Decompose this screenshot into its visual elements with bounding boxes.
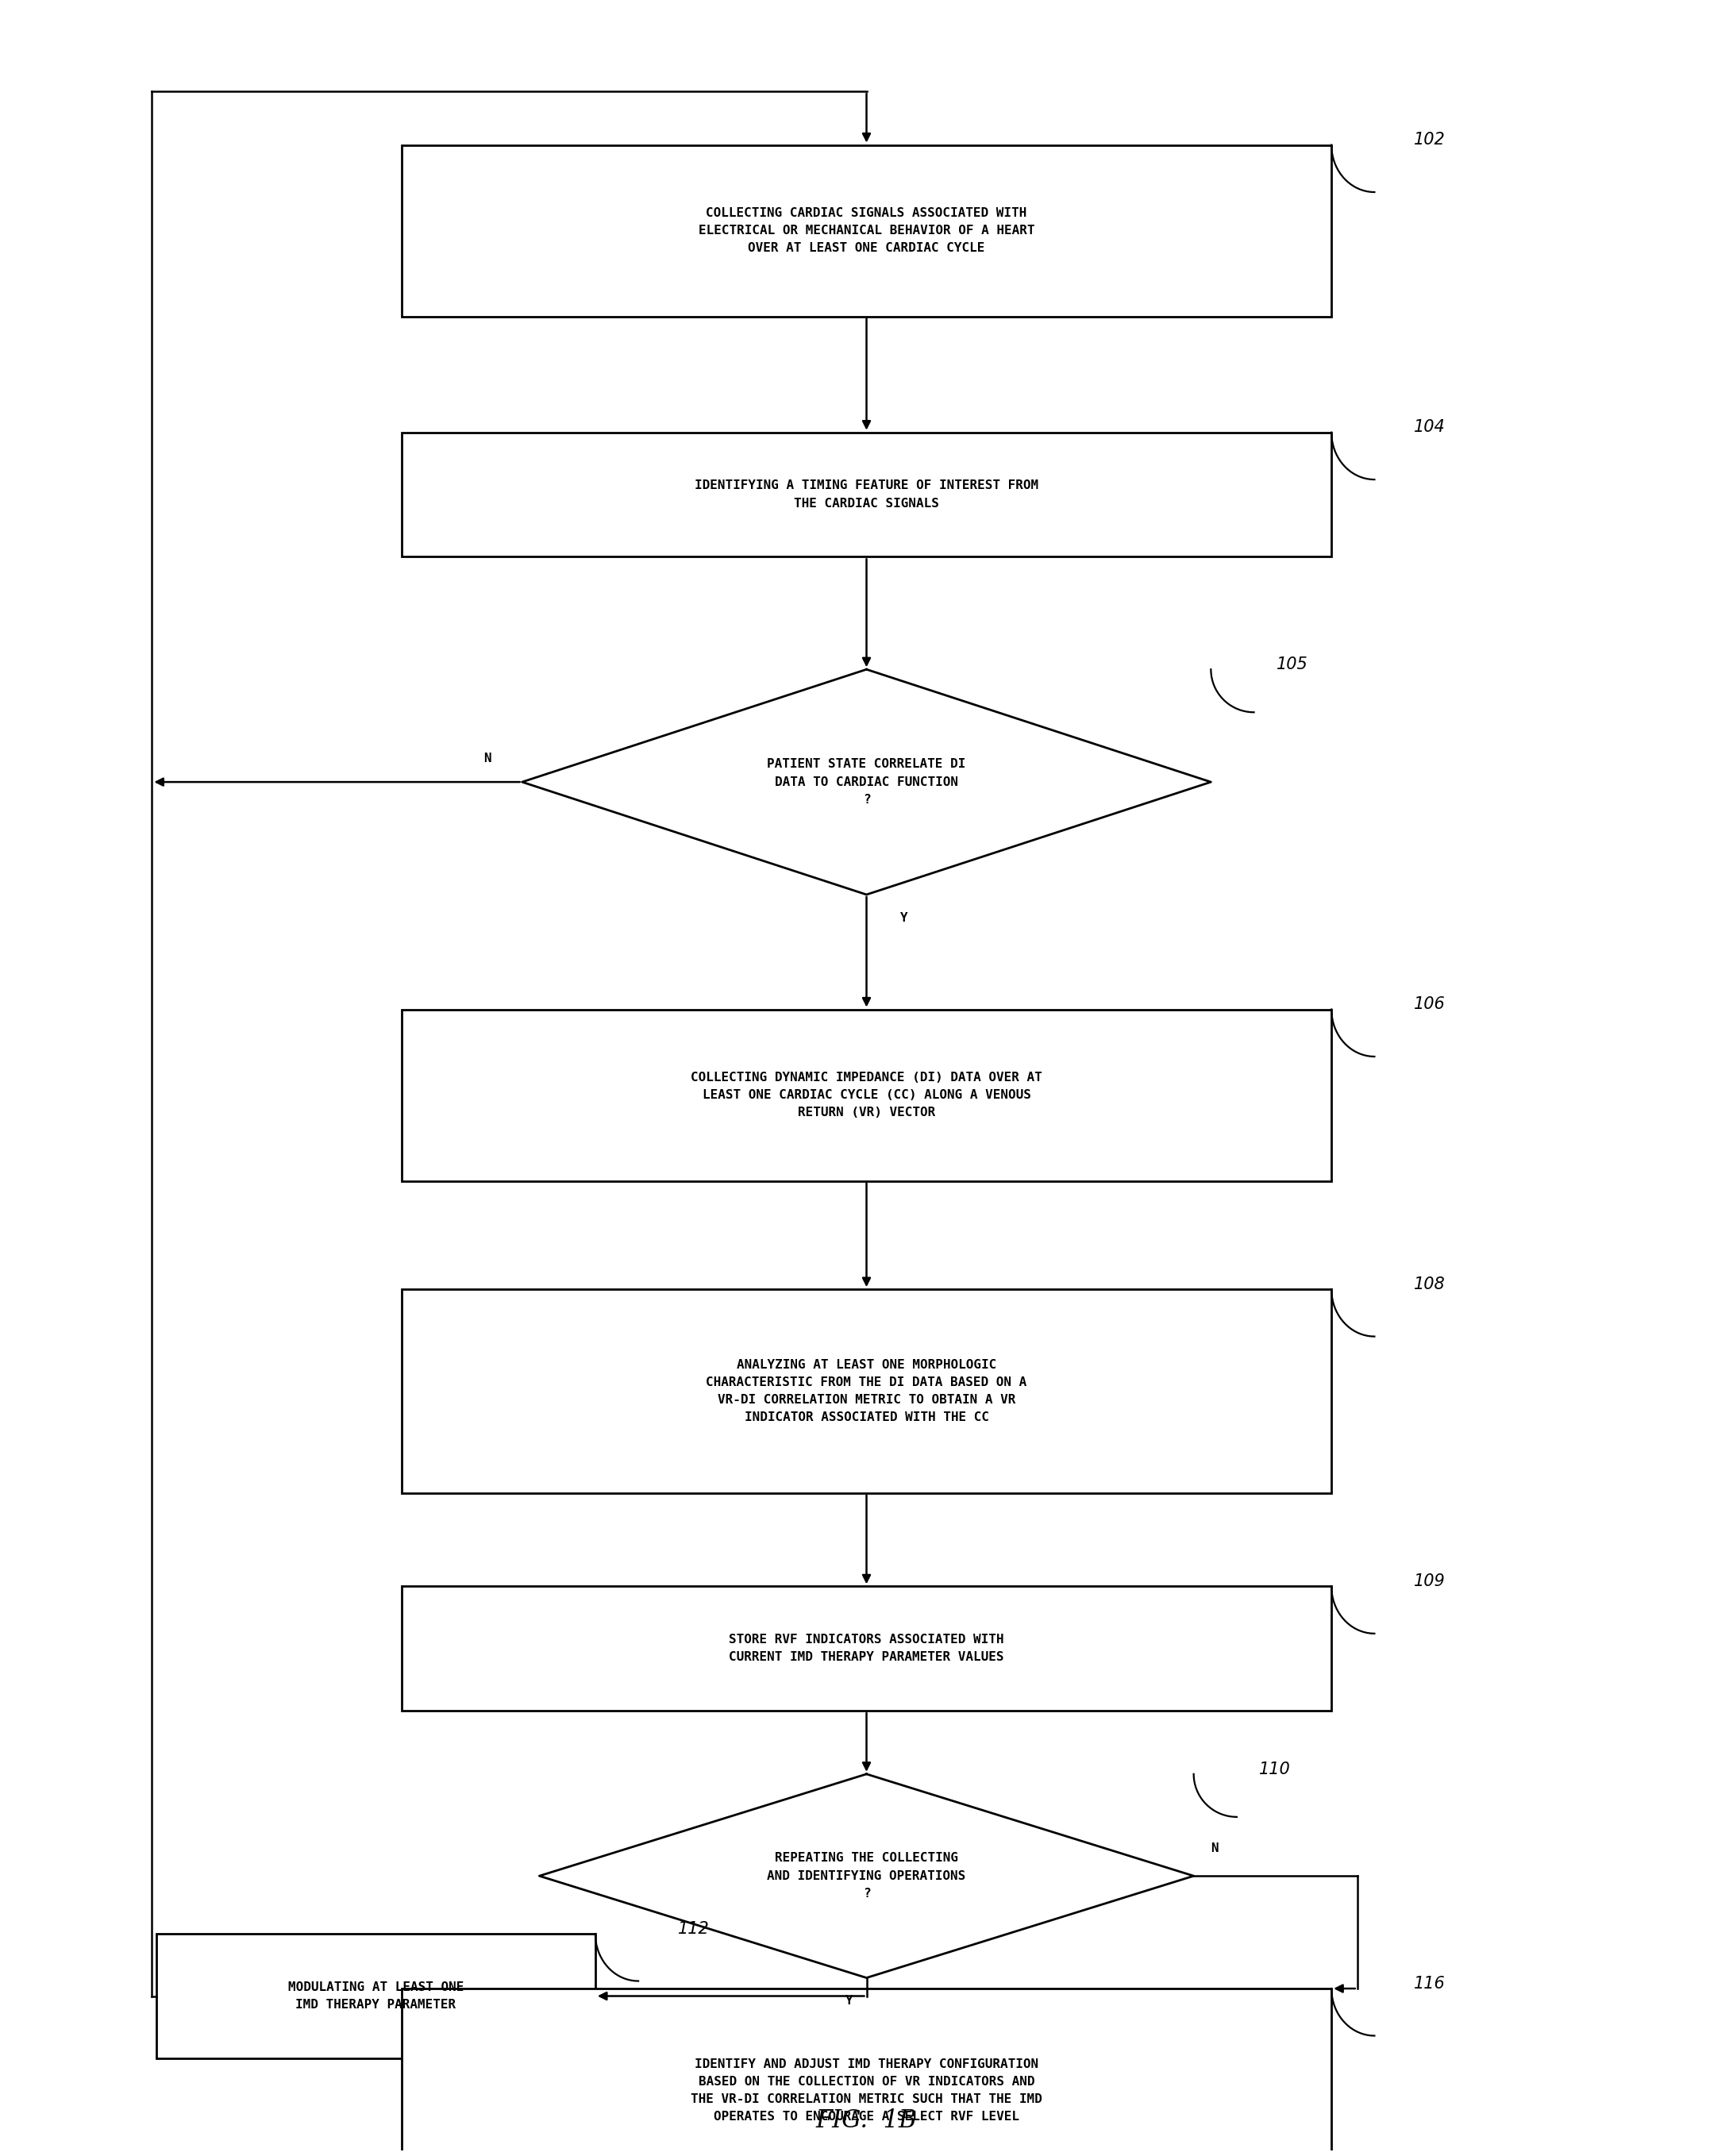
FancyBboxPatch shape [402, 433, 1331, 556]
Text: MODULATING AT LEAST ONE
IMD THERAPY PARAMETER: MODULATING AT LEAST ONE IMD THERAPY PARA… [288, 1981, 464, 2012]
Text: PATIENT STATE CORRELATE DI
DATA TO CARDIAC FUNCTION
?: PATIENT STATE CORRELATE DI DATA TO CARDI… [768, 759, 965, 806]
FancyBboxPatch shape [402, 144, 1331, 317]
Text: STORE RVF INDICATORS ASSOCIATED WITH
CURRENT IMD THERAPY PARAMETER VALUES: STORE RVF INDICATORS ASSOCIATED WITH CUR… [730, 1634, 1003, 1662]
Text: COLLECTING CARDIAC SIGNALS ASSOCIATED WITH
ELECTRICAL OR MECHANICAL BEHAVIOR OF : COLLECTING CARDIAC SIGNALS ASSOCIATED WI… [698, 207, 1035, 254]
Text: N: N [484, 752, 490, 765]
FancyBboxPatch shape [402, 1289, 1331, 1494]
FancyBboxPatch shape [402, 1009, 1331, 1181]
Text: COLLECTING DYNAMIC IMPEDANCE (DI) DATA OVER AT
LEAST ONE CARDIAC CYCLE (CC) ALON: COLLECTING DYNAMIC IMPEDANCE (DI) DATA O… [691, 1072, 1042, 1119]
Text: IDENTIFY AND ADJUST IMD THERAPY CONFIGURATION
BASED ON THE COLLECTION OF VR INDI: IDENTIFY AND ADJUST IMD THERAPY CONFIGUR… [691, 2059, 1042, 2124]
Text: 108: 108 [1414, 1276, 1445, 1291]
Text: 116: 116 [1414, 1975, 1445, 1992]
FancyBboxPatch shape [156, 1934, 596, 2059]
Polygon shape [539, 1774, 1194, 1977]
FancyBboxPatch shape [402, 1988, 1331, 2156]
Text: IDENTIFYING A TIMING FEATURE OF INTEREST FROM
THE CARDIAC SIGNALS: IDENTIFYING A TIMING FEATURE OF INTEREST… [695, 481, 1038, 509]
Text: Y: Y [901, 912, 908, 923]
Text: ANALYZING AT LEAST ONE MORPHOLOGIC
CHARACTERISTIC FROM THE DI DATA BASED ON A
VR: ANALYZING AT LEAST ONE MORPHOLOGIC CHARA… [705, 1358, 1028, 1423]
Text: 102: 102 [1414, 132, 1445, 149]
Text: FIG.  1B: FIG. 1B [816, 2109, 917, 2132]
Text: 105: 105 [1275, 658, 1308, 673]
Text: 109: 109 [1414, 1574, 1445, 1589]
FancyBboxPatch shape [402, 1587, 1331, 1710]
Text: REPEATING THE COLLECTING
AND IDENTIFYING OPERATIONS
?: REPEATING THE COLLECTING AND IDENTIFYING… [768, 1852, 965, 1899]
Text: 104: 104 [1414, 420, 1445, 436]
Text: N: N [1211, 1843, 1218, 1854]
Text: 110: 110 [1260, 1761, 1291, 1777]
Text: Y: Y [846, 1994, 853, 2007]
Polygon shape [522, 668, 1211, 895]
Text: 106: 106 [1414, 996, 1445, 1013]
Text: 112: 112 [678, 1921, 709, 1936]
